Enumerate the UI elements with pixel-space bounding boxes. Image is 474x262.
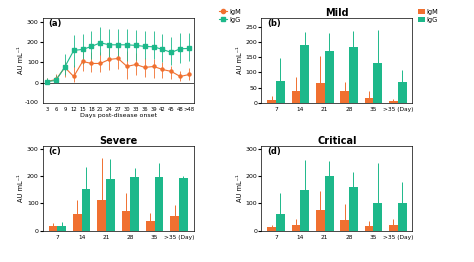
Bar (276, 214, 285, 231)
Bar (97, 200, 106, 231)
X-axis label: Days post-disease onset: Days post-disease onset (80, 113, 156, 118)
Title: Critical: Critical (317, 135, 356, 146)
Y-axis label: AU mL⁻¹: AU mL⁻¹ (18, 175, 24, 202)
Bar (365, 98, 374, 102)
Bar (389, 101, 398, 102)
Bar (276, 81, 285, 102)
Bar (316, 83, 325, 102)
Y-axis label: AU mL⁻¹: AU mL⁻¹ (18, 47, 24, 74)
Bar (398, 81, 407, 102)
Bar (170, 216, 179, 231)
Bar (301, 45, 309, 102)
Text: -100: -100 (25, 100, 39, 105)
Bar (374, 203, 382, 231)
Text: (b): (b) (267, 19, 281, 28)
Bar (155, 177, 164, 231)
Title: Severe: Severe (99, 135, 137, 146)
Legend: IgM, IgG: IgM, IgG (219, 9, 241, 23)
Bar (325, 176, 334, 231)
Bar (267, 100, 276, 102)
Text: (c): (c) (49, 147, 62, 156)
Bar (121, 211, 130, 231)
Bar (389, 225, 398, 231)
Bar (130, 177, 139, 231)
Bar (325, 51, 334, 102)
Y-axis label: AU mL⁻¹: AU mL⁻¹ (237, 175, 243, 202)
Bar (179, 178, 188, 231)
Bar (292, 91, 301, 102)
Bar (374, 63, 382, 102)
Bar (340, 91, 349, 102)
Bar (73, 214, 82, 231)
Text: (d): (d) (267, 147, 281, 156)
Bar (316, 210, 325, 231)
Legend: IgM, IgG: IgM, IgG (418, 9, 438, 23)
Bar (57, 226, 66, 231)
Bar (146, 221, 155, 231)
Bar (301, 190, 309, 231)
Bar (349, 47, 358, 102)
Bar (349, 187, 358, 231)
Bar (365, 226, 374, 231)
Y-axis label: AU mL⁻¹: AU mL⁻¹ (237, 47, 243, 74)
Bar (267, 227, 276, 231)
Text: (a): (a) (49, 19, 62, 28)
Bar (340, 220, 349, 231)
Bar (82, 189, 91, 231)
Bar (398, 203, 407, 231)
Bar (48, 226, 57, 231)
Bar (292, 225, 301, 231)
Title: Mild: Mild (325, 8, 349, 18)
Bar (106, 179, 115, 231)
